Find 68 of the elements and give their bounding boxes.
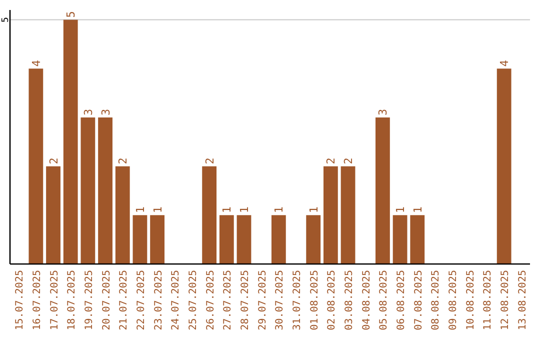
data-label: 3	[82, 108, 95, 116]
data-label: 1	[394, 206, 408, 214]
bar	[132, 215, 148, 264]
x-tick-label: 11.08.2025	[482, 270, 494, 330]
bar	[236, 215, 252, 264]
bar	[323, 166, 338, 264]
x-tick-label: 09.08.2025	[448, 270, 460, 330]
bar	[115, 166, 130, 264]
data-label: 4	[30, 60, 43, 67]
x-tick-label: 08.08.2025	[430, 270, 442, 330]
x-tick-label: 20.07.2025	[101, 270, 112, 330]
data-label: 2	[203, 158, 216, 164]
x-tick-label: 19.07.2025	[84, 270, 95, 330]
x-tick-label: 26.07.2025	[205, 270, 216, 330]
x-tick-label: 28.07.2025	[240, 270, 251, 330]
bar	[46, 166, 60, 264]
data-label: 4	[498, 60, 512, 67]
x-tick-label: 30.07.2025	[274, 270, 286, 330]
bar	[202, 166, 217, 264]
x-tick-label: 16.07.2025	[32, 270, 43, 330]
x-tick-label: 15.07.2025	[14, 270, 26, 330]
x-tick-label: 21.07.2025	[118, 270, 130, 330]
data-label: 1	[151, 206, 164, 214]
x-tick-label: 22.07.2025	[136, 270, 147, 330]
data-label: 5	[64, 11, 78, 18]
data-label: 2	[324, 158, 338, 164]
x-tick-label: 10.08.2025	[465, 270, 476, 330]
bar	[271, 215, 286, 264]
x-tick-label: 05.08.2025	[378, 270, 390, 330]
data-label: 1	[307, 206, 320, 214]
bar	[392, 215, 408, 264]
bar	[376, 117, 390, 264]
data-label: 3	[99, 108, 112, 116]
x-tick-label: 04.08.2025	[361, 270, 372, 330]
x-tick-label: 25.07.2025	[188, 270, 199, 330]
x-tick-label: 02.08.2025	[326, 270, 338, 330]
data-label: 1	[220, 206, 234, 214]
x-tick-label: 17.07.2025	[49, 270, 60, 330]
x-tick-label: 06.08.2025	[396, 270, 408, 330]
x-tick-label: 23.07.2025	[153, 270, 164, 330]
bar	[63, 20, 78, 264]
x-tick-label: 18.07.2025	[66, 270, 78, 330]
x-tick-label: 13.08.2025	[517, 270, 528, 330]
data-label: 1	[272, 206, 286, 214]
x-tick-label: 29.07.2025	[257, 270, 268, 330]
bar	[28, 68, 44, 264]
bar	[496, 68, 512, 264]
x-tick-label: 27.07.2025	[222, 270, 234, 330]
bar	[219, 215, 234, 264]
data-label: 1	[134, 206, 147, 214]
data-label: 1	[238, 206, 251, 214]
x-tick-label: 03.08.2025	[344, 270, 356, 330]
data-label: 2	[342, 158, 356, 164]
x-tick-label: 07.08.2025	[413, 270, 424, 330]
data-label: 3	[376, 108, 390, 116]
x-tick-label: 31.07.2025	[292, 270, 304, 330]
bar	[340, 166, 356, 264]
bar	[410, 215, 425, 264]
x-tick-label: 01.08.2025	[309, 270, 320, 330]
bar	[150, 215, 164, 264]
x-tick-label: 12.08.2025	[500, 270, 512, 330]
data-label: 2	[116, 158, 130, 164]
x-tick-label: 24.07.2025	[170, 270, 182, 330]
bar	[80, 117, 96, 264]
data-label: 1	[411, 206, 424, 214]
bar	[98, 117, 112, 264]
bar	[306, 215, 321, 264]
data-label: 2	[47, 158, 60, 164]
